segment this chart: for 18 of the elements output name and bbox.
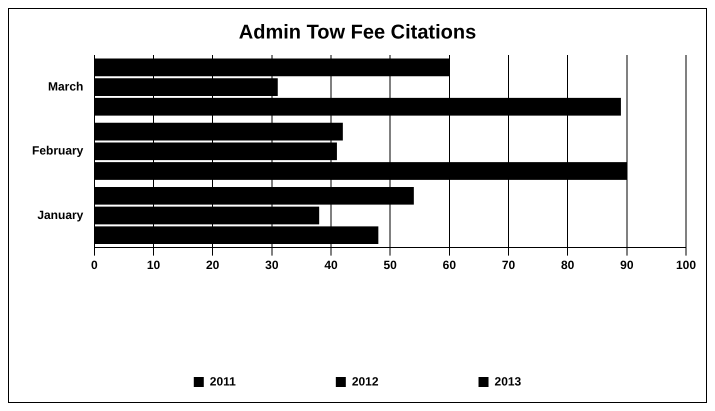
- x-tick-label: 60: [442, 258, 456, 272]
- legend-label: 2012: [352, 374, 379, 388]
- legend-label: 2013: [494, 374, 522, 388]
- x-tick-label: 10: [146, 258, 161, 272]
- x-tick-label: 0: [91, 258, 98, 272]
- x-tick-label: 30: [265, 258, 279, 272]
- chart-title: Admin Tow Fee Citations: [238, 22, 476, 44]
- x-tick-label: 80: [560, 258, 575, 272]
- x-tick-label: 40: [324, 258, 338, 272]
- x-tick-label: 90: [620, 258, 634, 272]
- x-tick-label: 20: [206, 258, 220, 272]
- y-tick-label: March: [48, 79, 84, 94]
- y-tick-label: January: [37, 208, 84, 222]
- x-tick-label: 100: [676, 258, 696, 272]
- x-tick-label: 50: [383, 258, 398, 272]
- legend-label: 2011: [210, 374, 236, 388]
- y-tick-label: February: [32, 144, 84, 158]
- x-tick-label: 70: [502, 258, 516, 272]
